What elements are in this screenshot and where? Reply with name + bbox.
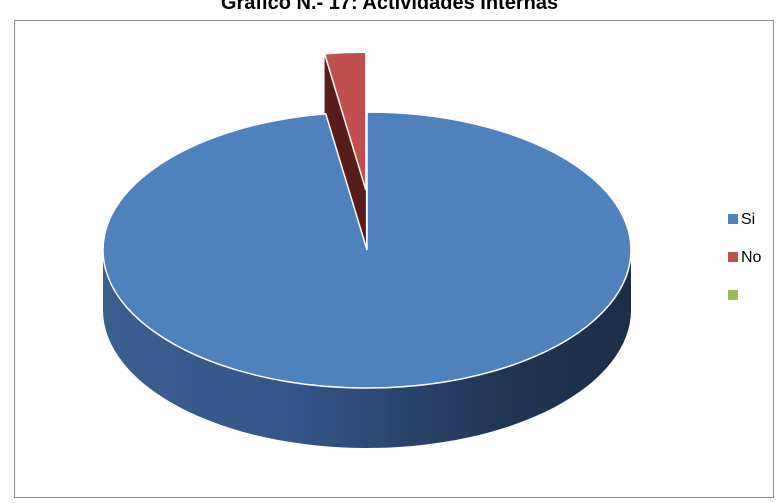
- legend-swatch: [728, 290, 738, 300]
- pie-slice-si: [102, 111, 632, 389]
- legend-swatch: [728, 214, 738, 224]
- pie-slice-wall-no: [324, 53, 366, 251]
- legend-label: Si: [741, 211, 755, 228]
- legend: Si No: [728, 211, 762, 300]
- pie-slice-side-si: [103, 250, 631, 448]
- chart-title: Grafico N.- 17: Actividades Internas: [220, 0, 559, 14]
- legend-swatch: [728, 252, 738, 262]
- legend-label: No: [741, 249, 762, 266]
- pie-slice-no: [323, 51, 367, 191]
